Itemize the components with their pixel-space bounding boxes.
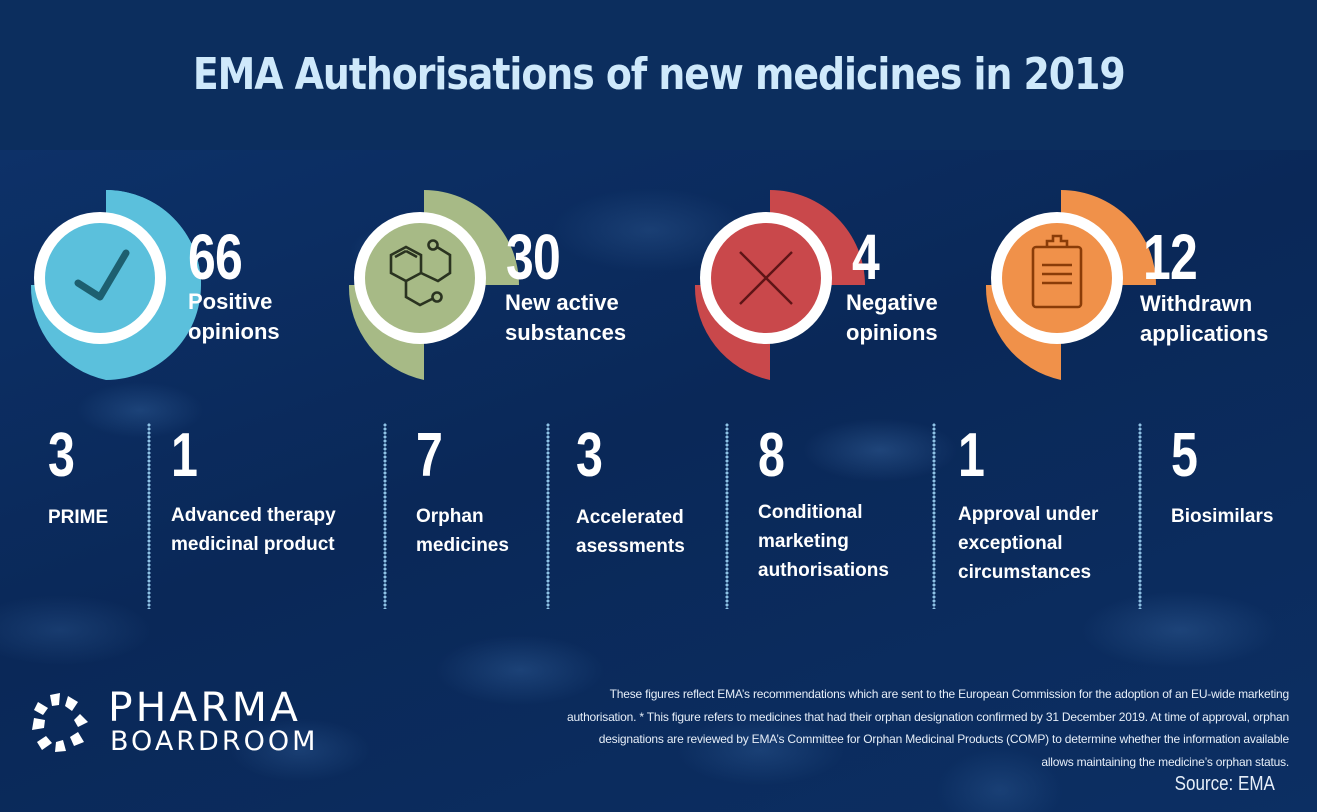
substat-label: medicines: [416, 535, 509, 556]
substat-label: circumstances: [958, 562, 1092, 583]
withdrawn-applications-label-1: Withdrawn: [1140, 291, 1253, 316]
dotted-divider: [147, 423, 151, 609]
footnote-line: designations are reviewed by EMA’s Commi…: [598, 732, 1289, 746]
substat-label: exceptional: [958, 533, 1063, 554]
logo-text-pharma: PHARMA: [108, 685, 302, 731]
substat-label: PRIME: [48, 507, 109, 528]
substat-label: Orphan: [416, 506, 484, 527]
dotted-divider: [725, 423, 729, 609]
negative-opinions-label-1: Negative: [846, 290, 938, 315]
checkmark-badge-icon: [30, 190, 201, 380]
positive-opinions-value: 66: [188, 221, 243, 293]
substat-label: Approval under: [958, 504, 1099, 525]
substat-value: 8: [758, 421, 785, 490]
footnote: These figures reflect EMA’s recommendati…: [469, 683, 1289, 773]
clipboard-badge-icon: [985, 190, 1156, 380]
substat-label: asessments: [576, 536, 685, 557]
substat-label: medicinal product: [171, 534, 335, 555]
substat-label: marketing: [758, 531, 849, 552]
substat-label: Advanced therapy: [171, 505, 336, 526]
positive-opinions-label-1: Positive: [188, 289, 273, 314]
clipboard-icon: [1031, 234, 1083, 309]
new-active-substances-value: 30: [506, 221, 561, 293]
molecule-icon: [389, 239, 452, 307]
withdrawn-applications-label-2: applications: [1140, 321, 1269, 346]
stat-withdrawn-applications: 12 Withdrawn applications: [983, 185, 1317, 385]
withdrawn-applications-value: 12: [1143, 221, 1198, 293]
source-credit: Source: EMA: [1174, 773, 1275, 795]
substat-label: Accelerated: [576, 507, 684, 528]
substat-value: 1: [958, 421, 985, 490]
dotted-divider: [383, 423, 387, 609]
substat-value: 1: [171, 421, 198, 490]
dotted-divider: [546, 423, 550, 609]
molecule-badge-icon: [348, 190, 519, 380]
stat-negative-opinions: 4 Negative opinions: [692, 185, 972, 385]
pharmaboardroom-logo: PHARMA BOARDROOM: [28, 688, 378, 758]
substat-value: 7: [416, 421, 443, 490]
new-active-substances-label-2: substances: [505, 320, 627, 345]
new-active-substances-label-1: New active: [505, 290, 619, 315]
checkmark-icon: [74, 249, 130, 301]
substat-value: 3: [576, 421, 603, 490]
title-banner: EMA Authorisations of new medicines in 2…: [0, 0, 1317, 150]
positive-opinions-label-2: opinions: [188, 319, 280, 344]
substat-label: authorisations: [758, 560, 889, 581]
substat-label: Conditional: [758, 502, 863, 523]
dotted-divider: [1138, 423, 1142, 609]
stat-positive-opinions: 66 Positive opinions: [28, 185, 308, 385]
negative-opinions-label-2: opinions: [846, 320, 938, 345]
footnote-line: allows maintaining the medicine’s orphan…: [1041, 754, 1289, 769]
stat-new-active-substances: 30 New active substances: [346, 185, 666, 385]
logo-text-boardroom: BOARDROOM: [110, 726, 319, 757]
footnote-line: authorisation. * This figure refers to m…: [566, 709, 1289, 724]
substat-value: 5: [1171, 421, 1198, 490]
dotted-divider: [932, 423, 936, 609]
negative-opinions-value: 4: [852, 221, 880, 293]
logo-mark-icon: [32, 693, 88, 752]
substat-label: Biosimilars: [1171, 506, 1274, 527]
cross-icon: [739, 251, 793, 305]
footnote-line: These figures reflect EMA’s recommendati…: [609, 687, 1290, 701]
substat-value: 3: [48, 421, 75, 490]
cross-badge-icon: [694, 190, 865, 380]
page-title: EMA Authorisations of new medicines in 2…: [192, 48, 1126, 100]
